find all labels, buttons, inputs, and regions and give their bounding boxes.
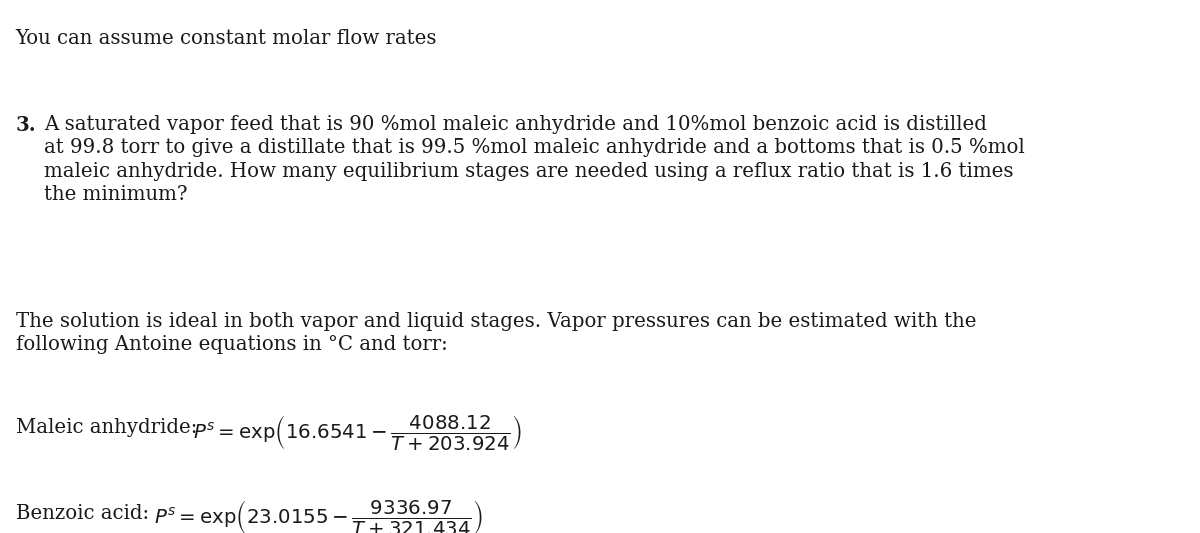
Text: 3.: 3. xyxy=(16,115,36,135)
Text: The solution is ideal in both vapor and liquid stages. Vapor pressures can be es: The solution is ideal in both vapor and … xyxy=(16,312,976,354)
Text: A saturated vapor feed that is 90 %mol maleic anhydride and 10%mol benzoic acid : A saturated vapor feed that is 90 %mol m… xyxy=(44,115,1025,204)
Text: $P^s = \mathrm{exp}\left(16.6541 - \dfrac{4088.12}{T+203.924}\right)$: $P^s = \mathrm{exp}\left(16.6541 - \dfra… xyxy=(193,413,522,452)
Text: $P^s = \mathrm{exp}\left(23.0155 - \dfrac{9336.97}{T+321.434}\right)$: $P^s = \mathrm{exp}\left(23.0155 - \dfra… xyxy=(154,498,482,533)
Text: You can assume constant molar flow rates: You can assume constant molar flow rates xyxy=(16,29,437,49)
Text: Maleic anhydride:: Maleic anhydride: xyxy=(16,418,203,438)
Text: Benzoic acid:: Benzoic acid: xyxy=(16,504,155,523)
